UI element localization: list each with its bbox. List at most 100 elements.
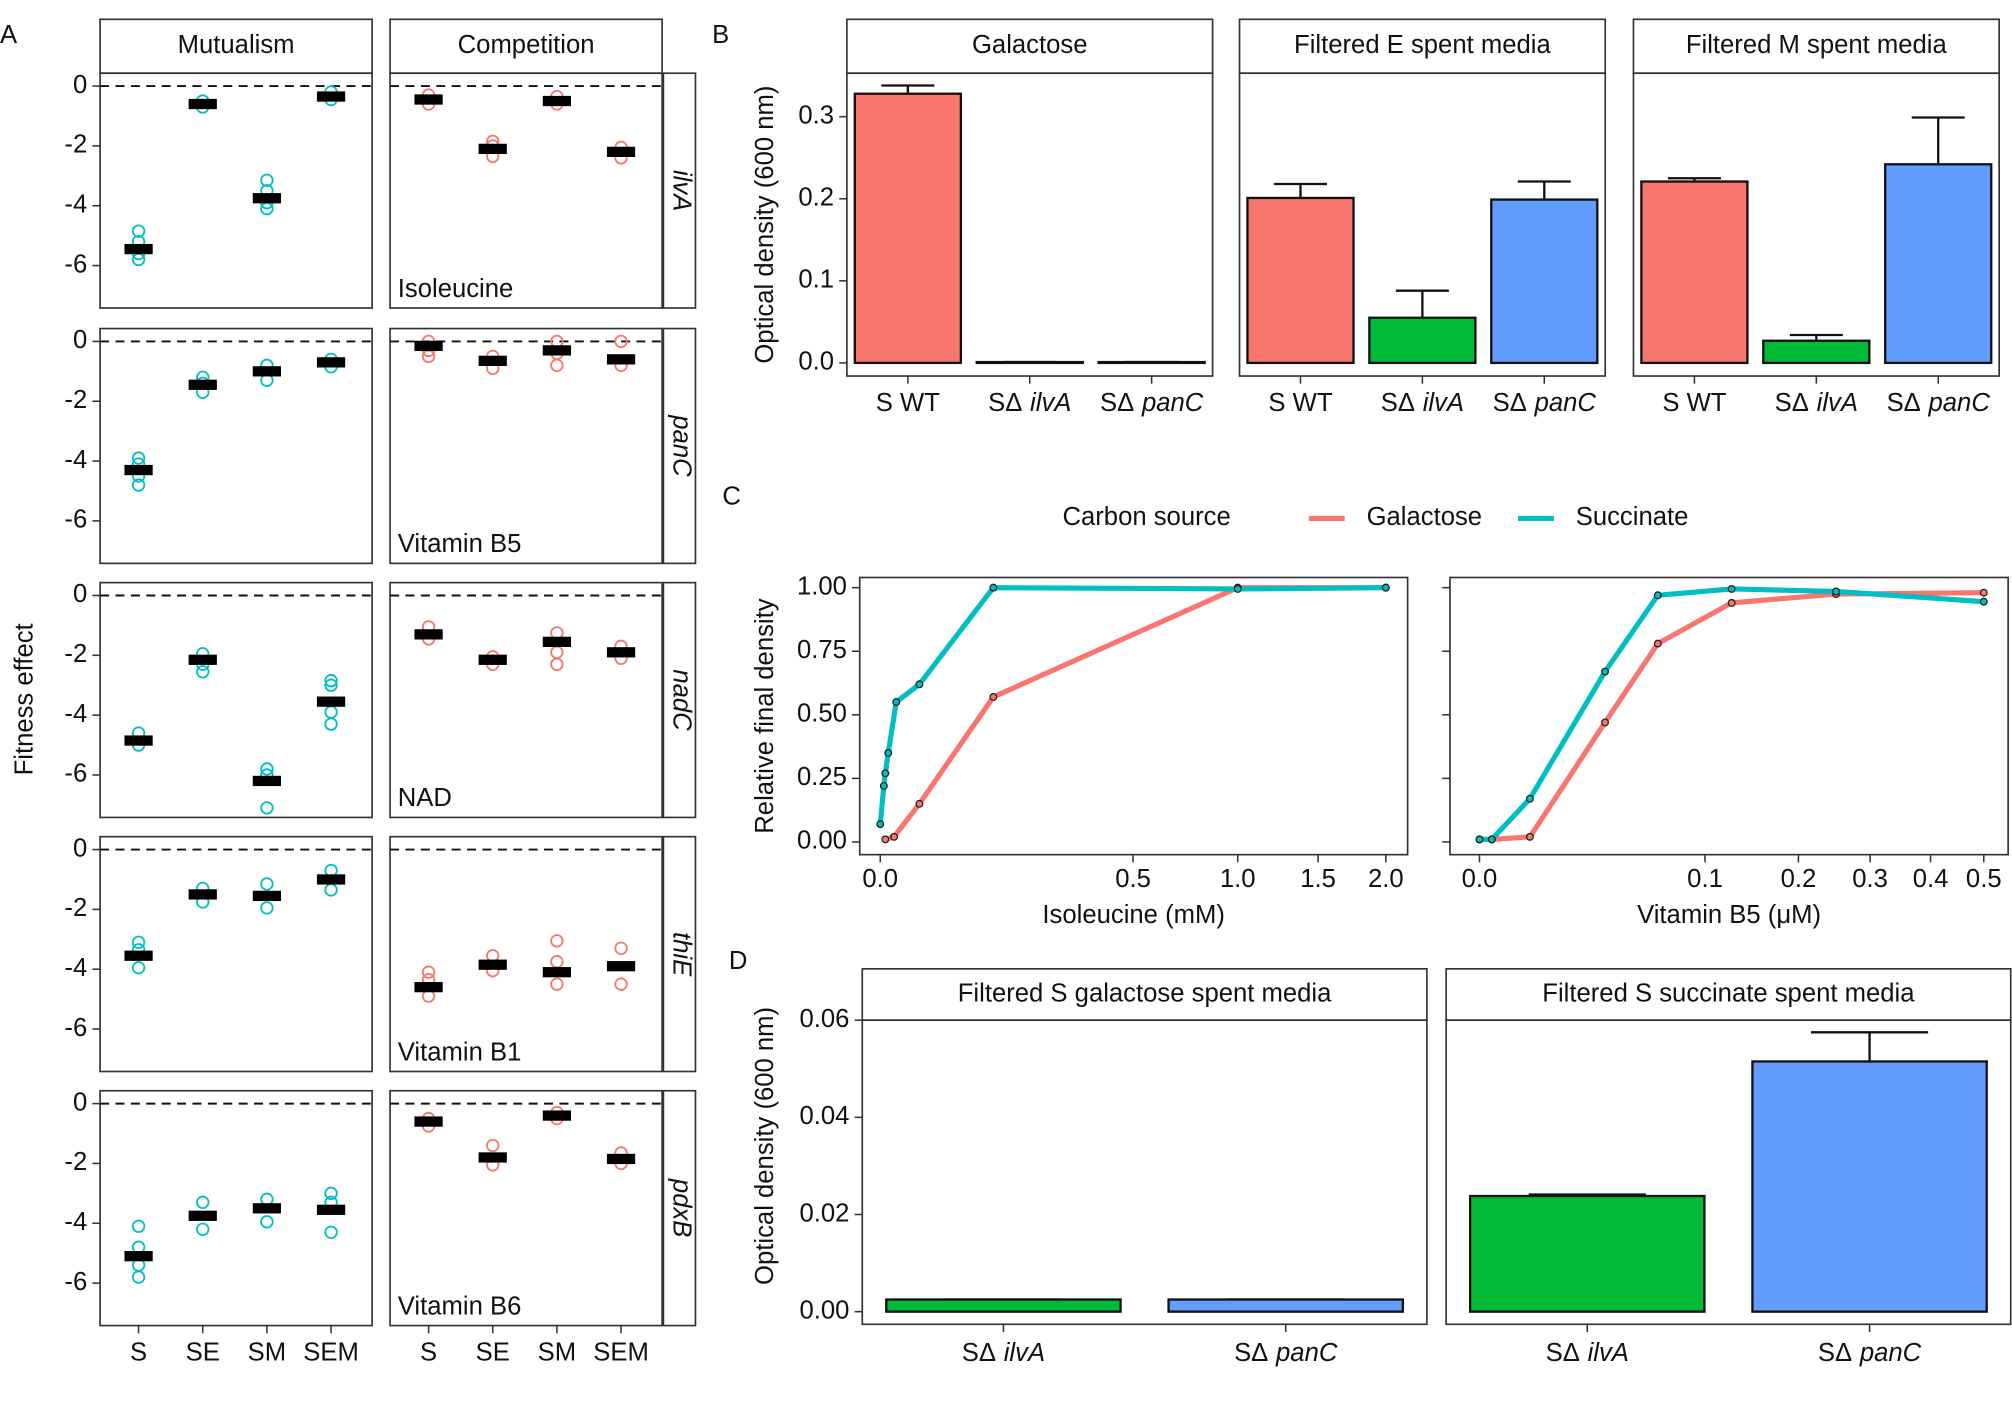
panel xyxy=(99,835,373,1073)
series-line xyxy=(1479,590,1984,842)
mean-bar xyxy=(478,1152,507,1163)
replicate-point xyxy=(260,801,274,815)
mean-bar xyxy=(478,654,507,665)
x-tick-label: SΔ panC xyxy=(1493,389,1597,417)
replicate-point xyxy=(324,1225,338,1239)
replicate-point xyxy=(131,1270,146,1284)
mean-bar xyxy=(188,98,217,110)
y-tick-label: 0 xyxy=(73,580,87,608)
mean-bar xyxy=(252,1203,282,1214)
replicate-point xyxy=(131,961,146,975)
replicate-point xyxy=(614,941,628,955)
data-point xyxy=(1601,718,1610,727)
panel xyxy=(389,581,663,819)
label-part: S WT xyxy=(1662,389,1726,417)
panel xyxy=(858,576,1409,856)
replicate-point xyxy=(324,705,338,719)
strip xyxy=(1445,968,2012,1022)
data-point xyxy=(1653,639,1662,648)
replicate-point xyxy=(196,1195,210,1209)
strip-label: Filtered S galactose spent media xyxy=(958,979,1332,1007)
series-line xyxy=(884,585,1386,842)
mean-bar xyxy=(124,464,153,476)
mean-bar xyxy=(414,94,443,105)
mean-bar xyxy=(316,357,346,368)
strip xyxy=(662,327,697,565)
panel-label: B xyxy=(712,21,729,49)
y-tick-label: 0.2 xyxy=(798,184,834,212)
gene-strip-label: ilvA xyxy=(667,170,695,211)
x-tick-label: SΔ ilvA xyxy=(1546,1339,1629,1367)
panel xyxy=(99,1089,373,1327)
nutrient-label: Vitamin B1 xyxy=(398,1038,522,1066)
y-axis-label: Optical density (600 nm) xyxy=(751,1007,779,1285)
strip xyxy=(1632,18,2001,75)
data-point xyxy=(1832,587,1841,596)
y-tick-label: 0 xyxy=(73,834,87,862)
legend-label: Galactose xyxy=(1367,503,1483,531)
mean-bar xyxy=(478,959,507,970)
data-point xyxy=(884,748,893,757)
x-tick-label: SΔ ilvA xyxy=(988,389,1071,417)
bar xyxy=(853,92,963,365)
data-point xyxy=(890,832,899,841)
y-tick-label: 1.00 xyxy=(797,572,847,600)
data-point xyxy=(1979,588,1988,597)
replicate-point xyxy=(131,478,146,492)
label-part: ilvA xyxy=(1030,389,1071,417)
mean-bar xyxy=(606,146,636,158)
panel-label: A xyxy=(0,21,18,49)
y-tick-label: -6 xyxy=(64,1268,87,1296)
y-tick-label: 0.0 xyxy=(798,348,834,376)
bar xyxy=(975,360,1084,365)
replicate-point xyxy=(131,224,146,238)
strip xyxy=(99,18,373,75)
y-tick-label: -2 xyxy=(64,1148,87,1176)
label-part: panC xyxy=(1534,389,1597,417)
replicate-point xyxy=(550,977,564,991)
replicate-point xyxy=(486,1138,500,1153)
data-point xyxy=(1487,835,1496,844)
label-part: S WT xyxy=(1268,389,1332,417)
label-part: SΔ xyxy=(1818,1339,1852,1367)
x-tick-label: 0.0 xyxy=(862,865,898,893)
y-tick-label: -4 xyxy=(64,1208,87,1236)
data-point xyxy=(881,835,890,844)
label-part: S WT xyxy=(876,389,940,417)
x-tick-label: 0.1 xyxy=(1687,865,1723,893)
y-tick-label: 0.75 xyxy=(797,636,847,664)
mean-bar xyxy=(252,193,282,204)
mean-bar xyxy=(124,1251,153,1262)
x-tick-label: 0.5 xyxy=(1966,865,2002,893)
strip-label: Mutualism xyxy=(178,31,295,59)
bar xyxy=(1368,316,1477,365)
strip-label: Galactose xyxy=(972,31,1088,59)
mean-bar xyxy=(188,379,217,390)
x-tick-label: SM xyxy=(538,1339,576,1367)
y-tick-label: -4 xyxy=(64,700,87,728)
mean-bar xyxy=(606,354,636,365)
data-point xyxy=(1601,667,1610,676)
mean-bar xyxy=(124,243,153,255)
strip-label: Filtered S succinate spent media xyxy=(1542,979,1915,1007)
label-part: panC xyxy=(1275,1339,1338,1367)
panel xyxy=(99,72,373,309)
y-tick-label: -4 xyxy=(64,190,87,218)
y-tick-label: 0.06 xyxy=(800,1005,850,1033)
y-tick-label: 0 xyxy=(73,1088,87,1116)
y-axis-label: Fitness effect xyxy=(10,623,38,775)
data-point xyxy=(881,769,890,778)
bar xyxy=(1167,1298,1405,1313)
mean-bar xyxy=(188,654,217,665)
label-part: SΔ xyxy=(1381,389,1415,417)
data-point xyxy=(1653,591,1662,600)
mean-bar xyxy=(316,1204,346,1215)
data-point xyxy=(989,583,998,592)
replicate-point xyxy=(324,883,338,897)
replicate-point xyxy=(324,1186,338,1201)
nutrient-label: Isoleucine xyxy=(398,275,514,303)
strip xyxy=(861,968,1428,1022)
y-tick-label: -2 xyxy=(64,386,87,414)
bar xyxy=(1884,163,1993,365)
y-tick-label: 0 xyxy=(73,71,87,99)
